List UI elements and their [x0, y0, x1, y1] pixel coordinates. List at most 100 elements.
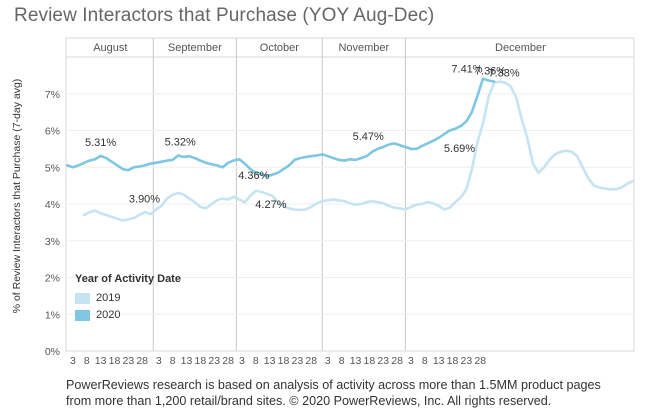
- caption-line-2: from more than 1,200 retail/brand sites.…: [66, 394, 552, 408]
- data-point-2020: [171, 159, 174, 161]
- data-point-2019: [299, 209, 301, 211]
- data-label: 7.36%: [475, 66, 506, 78]
- data-point-2019: [349, 202, 351, 205]
- data-point-2020: [338, 159, 340, 161]
- x-tick-label: 18: [364, 355, 376, 367]
- data-point-2019: [182, 193, 185, 196]
- data-point-2019: [404, 208, 407, 211]
- data-point-2019: [210, 203, 213, 205]
- data-point-2020: [482, 77, 484, 80]
- x-tick-label: 28: [391, 355, 403, 367]
- legend-swatch-2019: [75, 292, 90, 304]
- data-point-2019: [288, 207, 290, 210]
- data-point-2020: [426, 142, 429, 145]
- data-point-2020: [448, 129, 451, 132]
- data-point-2019: [160, 204, 163, 207]
- data-point-2019: [515, 96, 518, 99]
- legend-item-2019[interactable]: 2019: [75, 292, 181, 304]
- data-point-2020: [404, 146, 407, 148]
- x-tick-label: 3: [325, 355, 331, 367]
- x-tick-label: 13: [95, 355, 107, 367]
- data-point-2019: [254, 189, 257, 192]
- data-point-2020: [155, 161, 157, 164]
- data-point-2020: [304, 156, 307, 158]
- x-tick-label: 18: [195, 355, 207, 367]
- x-tick-label: 18: [447, 355, 459, 367]
- data-point-2019: [443, 208, 446, 211]
- data-point-2019: [371, 200, 374, 203]
- x-tick-label: 13: [264, 355, 276, 367]
- data-point-2020: [271, 173, 274, 176]
- data-point-2019: [238, 198, 241, 201]
- data-point-2020: [105, 157, 108, 160]
- data-point-2019: [260, 191, 263, 193]
- caption: PowerReviews research is based on analys…: [66, 377, 656, 409]
- data-point-2019: [343, 200, 346, 203]
- data-point-2020: [399, 144, 401, 147]
- chart-title: Review Interactors that Purchase (YOY Au…: [14, 5, 435, 26]
- data-point-2020: [227, 161, 230, 164]
- data-point-2020: [238, 158, 241, 161]
- data-point-2019: [526, 136, 529, 139]
- x-tick-label: 18: [109, 355, 121, 367]
- data-point-2019: [487, 96, 490, 99]
- data-point-2020: [288, 164, 290, 167]
- data-point-2019: [144, 211, 146, 214]
- data-point-2020: [437, 136, 440, 139]
- y-tick-label: 5%: [45, 162, 60, 174]
- data-label: 3.90%: [129, 193, 160, 205]
- data-point-2020: [138, 165, 141, 168]
- chart-svg: August September October November December 0%…: [45, 37, 635, 367]
- data-point-2020: [310, 155, 313, 158]
- data-point-2020: [432, 139, 434, 142]
- data-point-2019: [376, 201, 379, 204]
- data-point-2019: [88, 211, 91, 214]
- data-point-2020: [144, 164, 146, 167]
- data-point-2019: [149, 213, 152, 216]
- data-point-2019: [592, 184, 595, 187]
- data-point-2019: [465, 188, 468, 191]
- data-point-2019: [243, 201, 246, 204]
- x-tick-label: 8: [422, 355, 428, 367]
- data-point-2020: [121, 168, 124, 171]
- data-point-2019: [509, 85, 512, 88]
- data-point-2020: [72, 166, 74, 169]
- y-tick-label: 7%: [45, 89, 60, 101]
- legend-title: Year of Activity Date: [75, 273, 181, 285]
- data-point-2019: [266, 192, 268, 195]
- data-point-2019: [315, 202, 318, 205]
- data-point-2020: [332, 157, 335, 160]
- data-point-2020: [77, 164, 80, 167]
- data-point-2019: [326, 199, 329, 202]
- data-point-2020: [476, 94, 479, 97]
- legend-item-2020[interactable]: 2020: [75, 309, 181, 321]
- data-point-2019: [293, 208, 296, 211]
- x-tick-label: 28: [474, 355, 486, 367]
- data-point-2020: [182, 156, 185, 158]
- data-label: 7.33%: [488, 68, 519, 80]
- month-header-october: October: [260, 42, 299, 54]
- data-point-2019: [332, 198, 335, 201]
- data-point-2019: [105, 214, 108, 216]
- x-tick-label: 23: [292, 355, 304, 367]
- data-point-2019: [177, 192, 180, 194]
- data-point-2020: [493, 80, 495, 83]
- data-point-2019: [282, 204, 285, 207]
- data-point-2020: [243, 162, 246, 165]
- data-label: 5.69%: [444, 143, 475, 155]
- x-tick-label: 13: [181, 355, 193, 367]
- x-tick-label: 28: [136, 355, 148, 367]
- data-point-2019: [459, 196, 462, 199]
- legend-label-2019: 2019: [96, 292, 121, 304]
- x-tick-label: 28: [305, 355, 317, 367]
- month-header-december: December: [495, 42, 546, 54]
- series-points-2019: [83, 80, 634, 222]
- data-point-2020: [454, 127, 457, 130]
- data-point-2020: [376, 148, 379, 150]
- data-point-2020: [110, 160, 113, 163]
- data-point-2020: [199, 159, 202, 162]
- data-label: 5.47%: [353, 131, 384, 143]
- data-point-2019: [410, 206, 412, 208]
- data-label: 4.36%: [238, 170, 269, 182]
- data-point-2019: [498, 80, 501, 83]
